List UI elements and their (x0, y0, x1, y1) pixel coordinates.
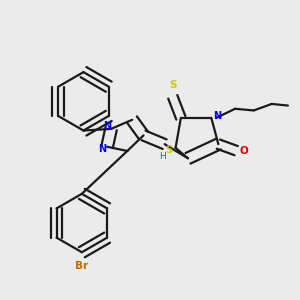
Text: O: O (240, 146, 249, 156)
Text: S: S (169, 80, 176, 90)
Text: S: S (165, 145, 172, 154)
Text: H: H (160, 152, 167, 161)
Text: Br: Br (75, 261, 88, 271)
Text: N: N (213, 111, 221, 121)
Text: N: N (103, 121, 111, 131)
Text: N: N (98, 144, 106, 154)
